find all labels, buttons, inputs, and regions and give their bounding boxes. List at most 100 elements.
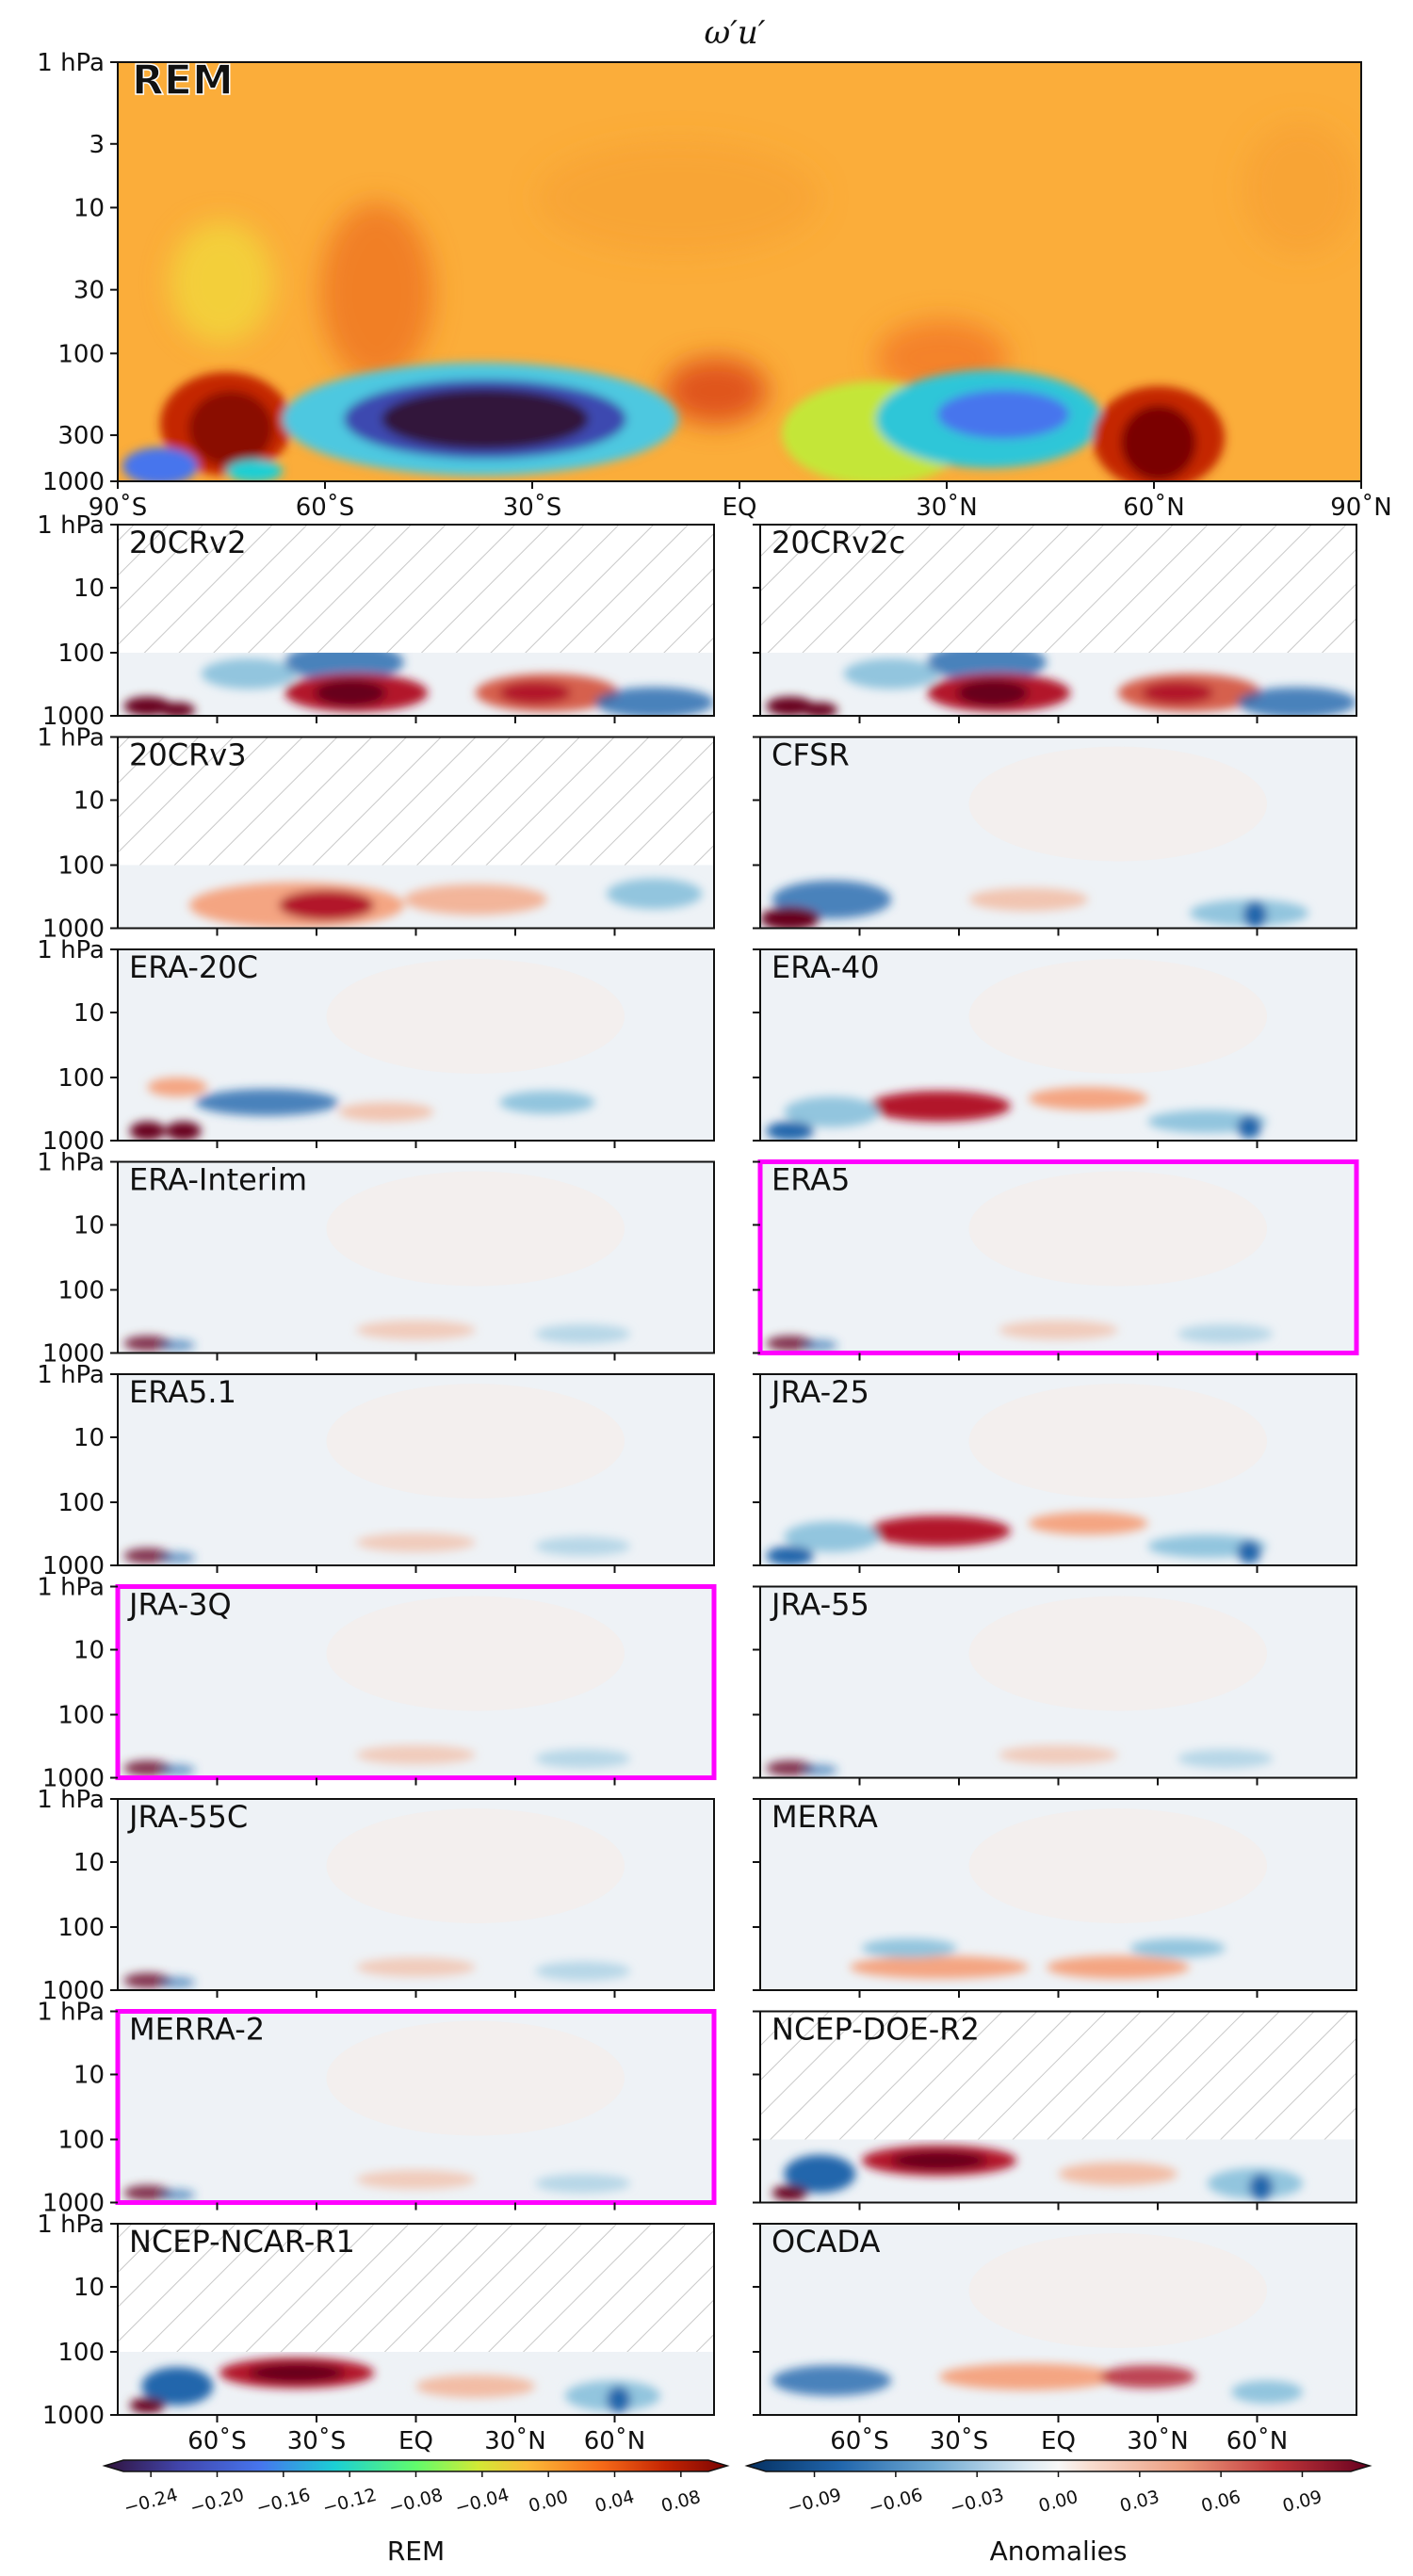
x-tick-label: 90˚N	[1330, 494, 1392, 522]
colorbar-tick-label: −0.09	[786, 2485, 844, 2519]
y-tick-label: 100	[57, 1277, 105, 1305]
colorbar-tick-label: −0.06	[867, 2485, 925, 2519]
y-tick-label: 1 hPa	[37, 1574, 105, 1602]
panel-ncep-ncar-r1: NCEP-NCAR-R1 1 hPa 10 100 1000	[37, 2211, 715, 2430]
y-tick-label: 100	[57, 340, 105, 368]
colorbar-tick-label: −0.20	[188, 2485, 247, 2519]
x-tick-label: EQ	[723, 494, 757, 522]
y-tick-label: 100	[57, 2127, 105, 2155]
y-tick-label: 3	[89, 131, 105, 159]
colorbar-ramp	[102, 2459, 730, 2472]
colorbar-tick-label: 0.00	[527, 2487, 571, 2517]
y-tick-label: 10	[73, 575, 105, 603]
panel-ocada: OCADA	[753, 2223, 1357, 2422]
panel-label: NCEP-NCAR-R1	[129, 2224, 355, 2260]
panel-label: OCADA	[771, 2224, 881, 2260]
panel-jra-3q: JRA-3Q 1 hPa 10 100 1000	[37, 1574, 717, 1793]
y-tick-label: 1000	[42, 703, 105, 731]
y-tick-label: 10	[73, 2274, 105, 2302]
colorbar-tick-label: 0.06	[1199, 2487, 1243, 2517]
y-tick-label: 1 hPa	[37, 1786, 105, 1814]
panel-jra-55c: JRA-55C 1 hPa 10 100 1000	[37, 1786, 715, 2005]
panel-label: JRA-3Q	[127, 1587, 232, 1623]
missing-data-hatch	[760, 525, 1356, 654]
x-tick-label: 90˚S	[89, 494, 148, 522]
panel-merra: MERRA	[753, 1798, 1357, 1998]
y-tick-label: 10	[73, 1211, 105, 1239]
x-tick-label: 60˚N	[1123, 494, 1185, 522]
panel-cfsr: CFSR	[753, 736, 1357, 936]
x-tick-label: 60˚S	[830, 2427, 889, 2455]
y-tick-label: 1 hPa	[37, 724, 105, 753]
panel-label: ERA-20C	[129, 949, 258, 985]
x-tick-label: 30˚S	[503, 494, 562, 522]
x-tick-label: 30˚S	[930, 2427, 989, 2455]
colorbar-label: Anomalies	[990, 2535, 1128, 2567]
panel-era-40: ERA-40	[753, 948, 1357, 1148]
panel-label: ERA5	[771, 1162, 850, 1198]
panel-label: MERRA-2	[129, 2012, 265, 2048]
missing-data-hatch	[118, 737, 714, 866]
y-tick-label: 1000	[42, 915, 105, 944]
x-tick-label: 60˚S	[187, 2427, 247, 2455]
x-tick-label: 60˚N	[1226, 2427, 1289, 2455]
colorbar-tick-label: −0.16	[254, 2485, 313, 2519]
y-tick-label: 1000	[42, 1552, 105, 1580]
y-tick-label: 1000	[42, 1765, 105, 1793]
panel-label: 20CRv2	[129, 525, 247, 560]
y-tick-label: 100	[57, 1489, 105, 1517]
y-tick-label: 1000	[42, 468, 105, 496]
y-tick-label: 100	[57, 1702, 105, 1730]
panel-label: 20CRv2c	[771, 525, 905, 560]
panel-label: 20CRv3	[129, 737, 247, 773]
y-tick-label: 1 hPa	[37, 1999, 105, 2027]
colorbar-tick-label: −0.04	[453, 2485, 512, 2519]
colorbar-tick-label: −0.24	[122, 2485, 180, 2519]
colorbar-tick-label: −0.08	[387, 2485, 446, 2519]
panel-era5-1: ERA5.1 1 hPa 10 100 1000	[37, 1361, 715, 1580]
y-tick-label: 1000	[42, 2402, 105, 2430]
x-tick-label: 30˚N	[916, 494, 978, 522]
panel-era-interim: ERA-Interim 1 hPa 10 100 1000	[37, 1149, 715, 1369]
y-tick-label: 100	[57, 1914, 105, 1942]
y-tick-label: 100	[57, 640, 105, 668]
y-tick-label: 10	[73, 1636, 105, 1664]
y-tick-label: 1 hPa	[37, 1149, 105, 1177]
colorbar-tick-label: 0.00	[1036, 2487, 1080, 2517]
y-tick-label: 10	[73, 1849, 105, 1877]
y-tick-label: 1 hPa	[37, 936, 105, 964]
panel-label: MERRA	[771, 1799, 878, 1835]
y-tick-label: 10	[73, 786, 105, 815]
panel-20crv3: 20CRv3 1 hPa 10 100 1000	[37, 724, 715, 944]
panel-jra-55: JRA-55	[753, 1585, 1357, 1786]
y-tick-label: 1 hPa	[37, 511, 105, 540]
panel-era-20c: ERA-20C 1 hPa 10 100 1000	[37, 936, 715, 1156]
colorbar-label: REM	[387, 2535, 445, 2567]
panel-label: JRA-55	[770, 1587, 869, 1623]
y-tick-label: 10	[73, 2061, 105, 2089]
x-tick-label: EQ	[1041, 2427, 1076, 2455]
figure-title: ω′u′	[704, 14, 765, 52]
colorbar-tick-label: −0.12	[320, 2485, 379, 2519]
y-tick-label: 1000	[42, 1127, 105, 1156]
panel-ncep-doe-r2: NCEP-DOE-R2	[753, 2010, 1357, 2211]
panel-label: CFSR	[771, 737, 850, 773]
missing-data-hatch	[118, 525, 714, 654]
panel-20crv2c: 20CRv2c	[753, 524, 1357, 723]
panel-merra-2: MERRA-2 1 hPa 10 100 1000	[37, 1999, 717, 2218]
panel-20crv2: 20CRv2 1 hPa 10 100 1000	[37, 511, 715, 731]
panel-label: ERA-Interim	[129, 1162, 307, 1198]
y-tick-label: 1000	[42, 2190, 105, 2218]
colorbar-tick-label: −0.03	[948, 2485, 1006, 2519]
y-tick-label: 100	[57, 1064, 105, 1093]
colorbar-tick-label: 0.08	[659, 2487, 704, 2517]
y-tick-label: 1 hPa	[37, 49, 105, 77]
y-tick-label: 100	[57, 2339, 105, 2367]
panel-era5: ERA5	[753, 1159, 1359, 1361]
panel-label: JRA-55C	[127, 1799, 248, 1835]
colorbar-anomalies: −0.09 −0.06 −0.03 0.00 0.03 0.06 0.09 Anomalies	[744, 2459, 1372, 2567]
y-tick-label: 1 hPa	[37, 1361, 105, 1389]
colorbar-tick-label: 0.09	[1280, 2487, 1324, 2517]
